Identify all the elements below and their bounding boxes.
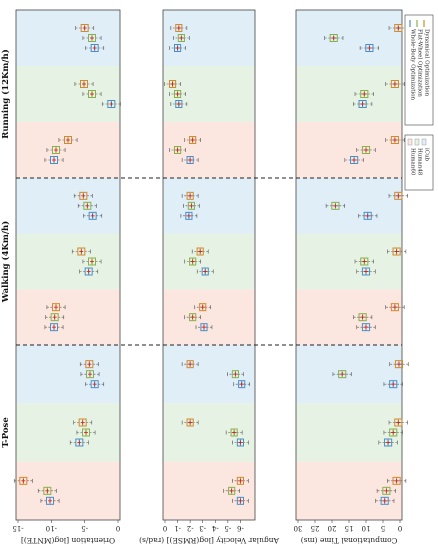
bg-comptime-t-pose-icub xyxy=(296,345,402,404)
group-label-running: Running (12Km/h) xyxy=(0,49,11,138)
axis-label-comptime: Computational Time (ms) xyxy=(301,536,398,545)
bg-angvel-walking-human48 xyxy=(163,233,255,290)
bg-orientation-running-human60 xyxy=(16,122,120,178)
axis-label-angvel: Angular Velocity [log(RMSE)] (rad/s) xyxy=(139,536,280,545)
legend-label-dataset-2: Human48 xyxy=(417,148,423,176)
legend-label-dataset-3: iCub xyxy=(424,148,430,162)
bg-angvel-t-pose-icub xyxy=(163,345,255,404)
bg-orientation-walking-human60 xyxy=(16,289,120,345)
panel-frame-angvel xyxy=(162,9,256,521)
legend-label-method-3: Dynamical Optimization xyxy=(424,29,430,97)
tick-label-orientation-1: -5 xyxy=(81,524,88,532)
tick-label-comptime-3: 15 xyxy=(345,524,354,532)
legend-label-method-1: Whole-Body Optimization xyxy=(410,29,416,101)
tick-label-comptime-2: 20 xyxy=(328,524,337,532)
bg-comptime-walking-human48 xyxy=(296,233,402,290)
panel-frame-orientation xyxy=(15,9,121,521)
tick-label-angvel-3: -3 xyxy=(199,524,206,532)
bg-comptime-walking-human60 xyxy=(296,289,402,345)
group-label-t-pose: T-Pose xyxy=(1,417,11,448)
bg-orientation-running-human48 xyxy=(16,66,120,122)
axis-label-orientation: Orientation [log(MNTE)] xyxy=(21,536,115,545)
tick-label-angvel-4: -4 xyxy=(211,524,218,532)
tick-label-comptime-6: 0 xyxy=(398,524,402,532)
tick-label-comptime-1: 25 xyxy=(311,524,320,532)
tick-label-angvel-2: -2 xyxy=(187,524,194,532)
bg-angvel-t-pose-human48 xyxy=(163,403,255,462)
bg-orientation-t-pose-human48 xyxy=(16,403,120,462)
bg-angvel-walking-human60 xyxy=(163,289,255,345)
bg-comptime-walking-icub xyxy=(296,178,402,234)
tick-label-angvel-5: -5 xyxy=(224,524,231,532)
legend-frame xyxy=(404,14,434,126)
bg-orientation-walking-human48 xyxy=(16,233,120,290)
tick-label-comptime-4: 10 xyxy=(362,524,371,532)
bg-orientation-t-pose-human60 xyxy=(16,461,120,520)
bg-angvel-walking-icub xyxy=(163,178,255,234)
bg-orientation-walking-icub xyxy=(16,178,120,234)
legend-label-method-2: Flat-Wheel Optimization xyxy=(417,29,423,97)
tick-label-comptime-5: 5 xyxy=(381,524,385,532)
tick-label-orientation-2: -10 xyxy=(46,524,57,532)
bg-orientation-t-pose-icub xyxy=(16,345,120,404)
bg-comptime-running-human48 xyxy=(296,66,402,122)
tick-label-orientation-0: 0 xyxy=(116,524,120,532)
legend-label-dataset-1: Human60 xyxy=(410,148,416,176)
tick-label-orientation-3: -15 xyxy=(12,524,23,532)
legend-swatch-dataset-2 xyxy=(414,138,420,146)
tick-label-comptime-0: 30 xyxy=(294,524,303,532)
group-label-walking: Walking (4Km/h) xyxy=(0,221,11,303)
tick-label-angvel-1: -1 xyxy=(174,524,181,532)
bg-comptime-running-icub xyxy=(296,10,402,66)
bg-comptime-running-human60 xyxy=(296,122,402,178)
bg-orientation-running-icub xyxy=(16,10,120,66)
tick-label-angvel-6: -6 xyxy=(236,524,243,532)
tick-label-angvel-0: 0 xyxy=(163,524,167,532)
bg-angvel-t-pose-human60 xyxy=(163,461,255,520)
legend-swatch-dataset-3 xyxy=(421,138,427,146)
legend-swatch-dataset-1 xyxy=(407,138,413,146)
